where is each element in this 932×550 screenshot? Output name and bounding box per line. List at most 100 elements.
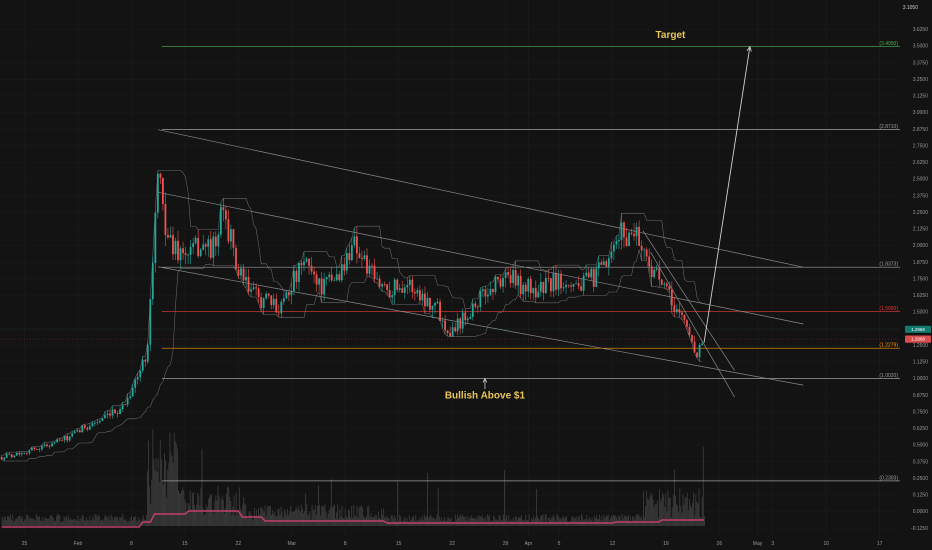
volume-bar bbox=[453, 521, 455, 526]
volume-bar bbox=[194, 505, 195, 526]
candle-body bbox=[665, 283, 668, 287]
volume-bar bbox=[664, 506, 666, 526]
candle-body bbox=[255, 287, 258, 289]
candle-body bbox=[33, 447, 36, 450]
volume-bar bbox=[11, 519, 13, 526]
candle-body bbox=[403, 287, 406, 293]
volume-bar bbox=[350, 517, 352, 526]
volume-bar bbox=[212, 510, 214, 526]
volume-bar bbox=[302, 508, 303, 526]
volume-bar bbox=[678, 511, 680, 526]
volume-bar bbox=[111, 517, 113, 526]
volume-bar bbox=[536, 488, 537, 526]
candle-body bbox=[499, 279, 502, 287]
volume-bar bbox=[86, 517, 87, 526]
volume-bar bbox=[311, 504, 313, 526]
volume-bar bbox=[63, 516, 65, 526]
candle-body bbox=[635, 226, 638, 237]
candle-body bbox=[126, 398, 129, 405]
volume-bar bbox=[48, 518, 50, 526]
time-tick-label: 15 bbox=[396, 541, 402, 547]
volume-bar bbox=[149, 486, 151, 526]
time-axis[interactable]: 25 Feb 8 15 22 Mar 8 15 22 29 Apr 5 12 19 26 May 3 10 17 bbox=[22, 541, 883, 547]
volume-bar bbox=[517, 516, 519, 526]
candle-body bbox=[48, 446, 51, 447]
volume-bar bbox=[623, 515, 625, 526]
price-tick-label: 0.6250 bbox=[913, 426, 929, 432]
channel-line bbox=[158, 266, 804, 386]
volume-bar bbox=[650, 492, 652, 526]
volume-bar bbox=[89, 515, 91, 526]
volume-bar bbox=[537, 516, 539, 526]
volume-bar bbox=[226, 493, 228, 526]
volume-bar bbox=[351, 506, 353, 526]
volume-bar bbox=[543, 521, 545, 526]
volume-bar bbox=[647, 498, 649, 526]
time-tick-label: 26 bbox=[717, 541, 723, 547]
candle-body bbox=[560, 273, 562, 289]
volume-bar bbox=[298, 509, 300, 526]
volume-bar bbox=[147, 471, 148, 526]
volume-bar bbox=[525, 514, 527, 526]
volume-bar bbox=[591, 517, 593, 526]
candle-body bbox=[262, 298, 265, 308]
candle-body bbox=[577, 283, 580, 287]
volume-bar bbox=[207, 498, 209, 526]
candle-body bbox=[411, 279, 414, 292]
volume-bar bbox=[636, 514, 638, 526]
candle-body bbox=[197, 237, 200, 257]
price-axis[interactable]: 3.6250 3.5000 3.3750 3.2500 3.1250 3.0000 2.87… bbox=[0, 27, 931, 532]
corner-label: 3.1050 bbox=[903, 5, 919, 11]
candle-body bbox=[93, 422, 96, 424]
volume-bar bbox=[125, 519, 127, 526]
candle-body bbox=[209, 239, 212, 258]
candle-body bbox=[335, 274, 338, 281]
volume-bar bbox=[256, 509, 257, 526]
volume-bar bbox=[169, 432, 171, 526]
volume-bar bbox=[632, 516, 634, 526]
candle-body bbox=[529, 278, 532, 294]
time-tick-label: 12 bbox=[610, 541, 616, 547]
volume-bar bbox=[119, 517, 121, 526]
volume-bar bbox=[508, 515, 510, 526]
volume-bar bbox=[185, 502, 187, 526]
volume-bar bbox=[376, 519, 378, 526]
volume-bar bbox=[359, 506, 361, 526]
volume-bar bbox=[544, 514, 546, 526]
volume-bar bbox=[189, 490, 191, 526]
volume-bar bbox=[257, 516, 259, 526]
volume-bar bbox=[183, 490, 185, 526]
candle-body bbox=[386, 284, 389, 290]
volume-bar bbox=[292, 512, 294, 526]
candle-body bbox=[144, 359, 147, 362]
candle-body bbox=[235, 247, 237, 270]
volume-bar bbox=[423, 514, 425, 526]
candle-body bbox=[527, 278, 530, 292]
volume-bar bbox=[529, 521, 531, 526]
volume-bar bbox=[2, 519, 4, 526]
candle-body bbox=[174, 240, 177, 255]
volume-bar bbox=[479, 516, 481, 526]
candle-body bbox=[512, 269, 515, 284]
volume-bar bbox=[675, 496, 676, 526]
candle-body bbox=[492, 288, 494, 293]
volume-bar bbox=[184, 499, 186, 526]
candle-body bbox=[23, 452, 26, 454]
sma-line bbox=[1, 510, 705, 528]
candle-body bbox=[434, 302, 436, 306]
price-tick-label: -0.1250 bbox=[911, 526, 928, 532]
candle-body bbox=[557, 273, 560, 290]
candle-body bbox=[587, 272, 590, 278]
candle-body bbox=[575, 283, 578, 285]
volume-bar bbox=[440, 517, 442, 526]
fib-label: (2.8710) bbox=[879, 124, 898, 130]
candle-body bbox=[53, 442, 56, 444]
volume-bar bbox=[82, 516, 84, 526]
volume-bar bbox=[67, 515, 69, 526]
volume-bar bbox=[170, 452, 172, 526]
candle-body bbox=[28, 450, 31, 454]
time-tick-label: 8 bbox=[344, 541, 347, 547]
volume-bar bbox=[122, 514, 124, 526]
volume-bar bbox=[310, 519, 312, 526]
